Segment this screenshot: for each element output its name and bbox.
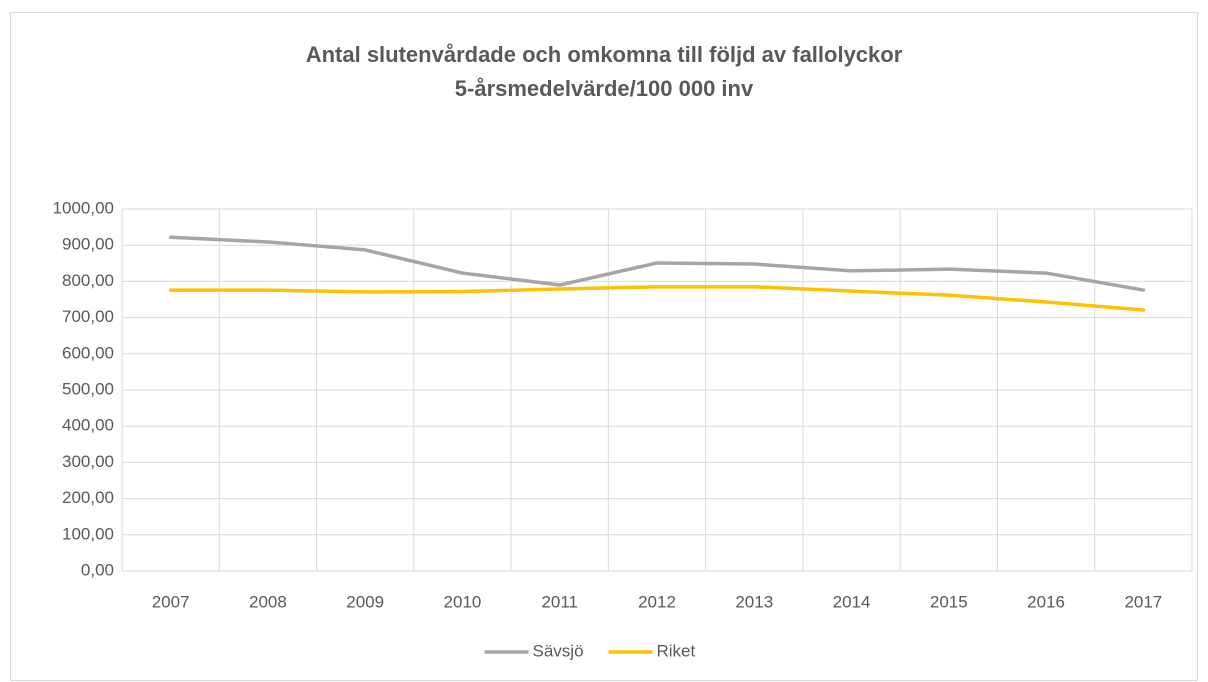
x-tick-label: 2014 [833, 592, 871, 611]
y-tick-label: 100,00 [62, 524, 114, 543]
x-tick-label: 2009 [346, 592, 384, 611]
y-tick-label: 700,00 [62, 307, 114, 326]
x-tick-label: 2008 [249, 592, 287, 611]
chart-border [10, 12, 1198, 681]
x-tick-label: 2010 [444, 592, 482, 611]
y-tick-label: 900,00 [62, 235, 114, 254]
x-tick-label: 2017 [1124, 592, 1162, 611]
y-tick-label: 1000,00 [53, 198, 114, 217]
chart-title: Antal slutenvårdade och omkomna till föl… [306, 42, 903, 67]
y-tick-label: 0,00 [81, 560, 114, 579]
x-tick-label: 2015 [930, 592, 968, 611]
y-tick-label: 800,00 [62, 271, 114, 290]
series-line [168, 285, 1146, 312]
y-tick-label: 500,00 [62, 379, 114, 398]
legend-label: Riket [657, 641, 696, 660]
y-tick-label: 200,00 [62, 488, 114, 507]
chart-subtitle: 5-årsmedelvärde/100 000 inv [455, 76, 754, 101]
x-tick-label: 2013 [735, 592, 773, 611]
y-tick-label: 600,00 [62, 343, 114, 362]
y-tick-label: 400,00 [62, 416, 114, 435]
series-line [168, 235, 1146, 292]
x-tick-label: 2011 [541, 592, 578, 611]
x-tick-label: 2007 [152, 592, 190, 611]
x-tick-label: 2012 [638, 592, 676, 611]
x-tick-label: 2016 [1027, 592, 1065, 611]
legend-label: Sävsjö [533, 641, 584, 660]
y-tick-label: 300,00 [62, 452, 114, 471]
